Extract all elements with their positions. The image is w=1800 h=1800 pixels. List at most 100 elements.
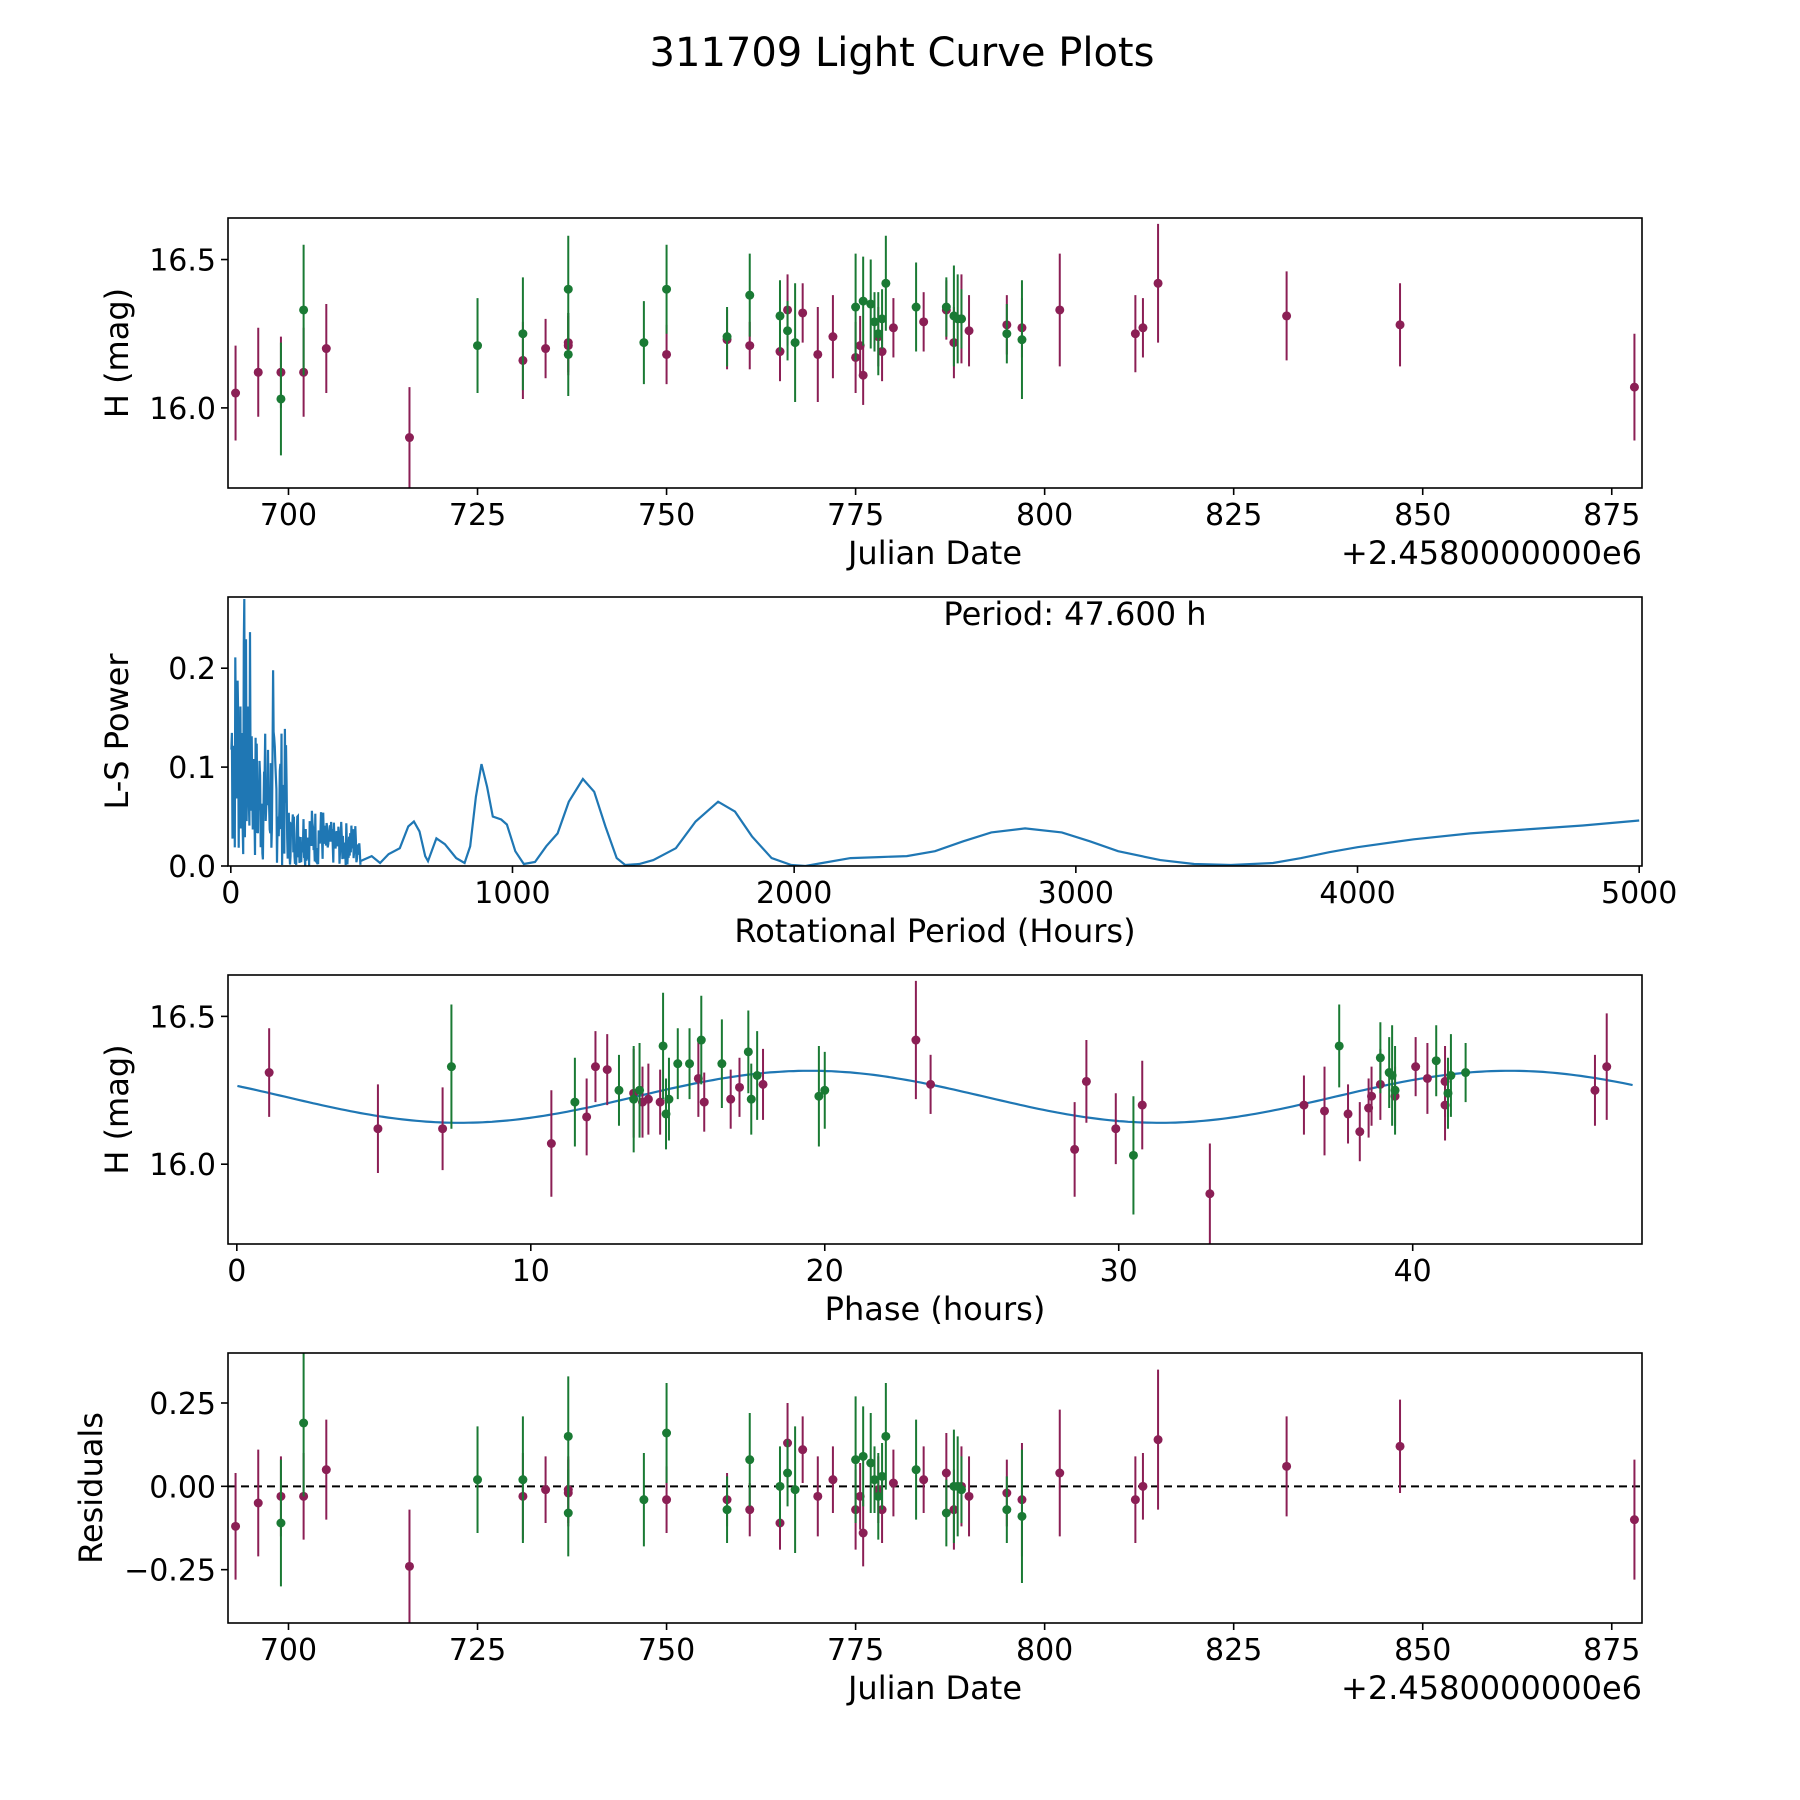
red-band-point — [877, 347, 887, 357]
red-band-point — [813, 349, 823, 359]
red-band-point — [655, 1097, 665, 1107]
red-band-point — [735, 1082, 745, 1092]
x-tick-label: 725 — [449, 498, 506, 533]
y-tick-label: 16.0 — [149, 1148, 216, 1183]
green-band-point — [1390, 1085, 1400, 1095]
red-band-point — [1422, 1073, 1432, 1083]
red-band-point — [919, 317, 929, 327]
ls-power-curve — [230, 598, 1640, 866]
periodogram-frame — [227, 596, 1643, 867]
green-band-point — [473, 1475, 483, 1485]
green-band-point — [745, 290, 755, 300]
red-band-point — [253, 367, 263, 377]
green-band-point — [1002, 329, 1012, 339]
x-tick-label: 775 — [827, 498, 884, 533]
red-band-point — [541, 1485, 551, 1495]
red-band-point — [1355, 1127, 1365, 1137]
x-tick-label: 4000 — [1319, 876, 1395, 911]
x-tick-label: 3000 — [1038, 876, 1114, 911]
green-band-point — [956, 314, 966, 324]
y-tick-label: −0.25 — [124, 1554, 216, 1589]
y-tick-label: 0.00 — [149, 1470, 216, 1505]
green-band-point — [446, 1062, 456, 1072]
x-tick-label: 750 — [638, 498, 695, 533]
green-band-point — [722, 1505, 732, 1515]
green-band-point — [820, 1085, 830, 1095]
red-band-point — [858, 370, 868, 380]
green-band-point — [639, 1495, 649, 1505]
y-axis-label: L-S Power — [98, 653, 136, 810]
red-band-point — [253, 1498, 263, 1508]
red-band-point — [798, 308, 808, 318]
red-band-point — [1602, 1062, 1612, 1072]
green-band-point — [722, 332, 732, 342]
green-band-point — [473, 341, 483, 351]
x-tick-label: 800 — [1016, 1633, 1073, 1668]
red-band-point — [404, 433, 414, 443]
red-band-point — [926, 1079, 936, 1089]
green-band-point — [685, 1059, 695, 1069]
red-band-point — [726, 1094, 736, 1104]
green-band-point — [629, 1094, 639, 1104]
red-band-point — [919, 1475, 929, 1485]
y-axis-label: Residuals — [72, 1412, 110, 1564]
red-band-point — [964, 326, 974, 336]
red-band-point — [1629, 382, 1639, 392]
green-band-point — [956, 1485, 966, 1495]
residuals-frame — [227, 1352, 1643, 1624]
green-band-point — [1375, 1053, 1385, 1063]
green-band-point — [858, 1451, 868, 1461]
green-band-point — [1431, 1056, 1441, 1066]
green-band-point — [1017, 335, 1027, 345]
green-band-point — [696, 1035, 706, 1045]
y-tick-label: 0.2 — [168, 652, 216, 687]
green-band-point — [1461, 1068, 1471, 1078]
lightcurve-panel: 700 725 750 775 800 825 850 875 16.0 16.5 Julian D… — [98, 217, 1643, 572]
red-band-point — [964, 1491, 974, 1501]
red-band-point — [373, 1124, 383, 1134]
x-tick-label: 700 — [260, 1633, 317, 1668]
green-band-point — [851, 1455, 861, 1465]
green-band-point — [752, 1071, 762, 1081]
x-axis-label: Julian Date — [846, 1669, 1022, 1707]
red-band-point — [1055, 1468, 1065, 1478]
x-tick-label: 0 — [221, 876, 240, 911]
red-band-point — [745, 1505, 755, 1515]
red-band-point — [438, 1124, 448, 1134]
green-band-point — [866, 299, 876, 309]
green-band-point — [518, 1475, 528, 1485]
red-band-point — [1081, 1076, 1091, 1086]
green-band-point — [783, 326, 793, 336]
x-tick-label: 825 — [1205, 498, 1262, 533]
x-offset-text: +2.4580000000e6 — [1341, 534, 1642, 572]
red-band-point — [546, 1138, 556, 1148]
red-band-point — [888, 1478, 898, 1488]
red-band-point — [858, 1528, 868, 1538]
green-band-point — [746, 1094, 756, 1104]
green-band-point — [635, 1085, 645, 1095]
red-band-point — [1367, 1091, 1377, 1101]
red-band-point — [758, 1079, 768, 1089]
green-band-point — [658, 1041, 668, 1051]
green-band-point — [717, 1059, 727, 1069]
x-tick-label: 775 — [827, 1633, 884, 1668]
green-band-point — [790, 338, 800, 348]
green-band-point — [1128, 1150, 1138, 1160]
red-band-point — [1282, 311, 1292, 321]
residuals-plot-area — [228, 1353, 1642, 1623]
red-band-point — [1320, 1106, 1330, 1116]
green-band-point — [1002, 1505, 1012, 1515]
red-band-point — [590, 1062, 600, 1072]
green-band-point — [1446, 1071, 1456, 1081]
periodogram-panel: Period: 47.600 h 0 1000 2000 3000 4000 5000 0.0… — [98, 595, 1677, 950]
red-band-point — [643, 1094, 653, 1104]
red-band-point — [662, 1495, 672, 1505]
red-band-point — [1205, 1189, 1215, 1199]
y-tick-label: 0.0 — [168, 850, 216, 885]
green-band-point — [563, 1431, 573, 1441]
red-band-point — [1590, 1085, 1600, 1095]
green-band-point — [866, 1458, 876, 1468]
red-band-point — [1111, 1124, 1121, 1134]
red-band-point — [1137, 1100, 1147, 1110]
